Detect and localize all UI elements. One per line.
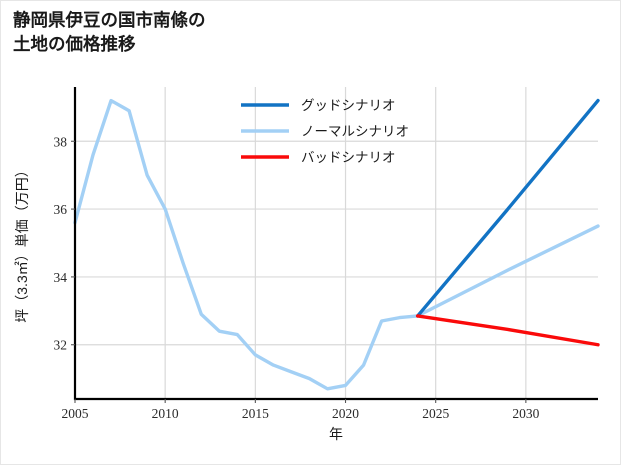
y-tick-label: 32 (54, 338, 68, 353)
series-group (73, 98, 600, 391)
x-tick-label: 2030 (512, 406, 539, 421)
x-tick-label: 2005 (62, 406, 89, 421)
page-title: 静岡県伊豆の国市南條の 土地の価格推移 (13, 10, 206, 54)
legend-label-good: グッドシナリオ (301, 98, 396, 113)
y-axis-ticks: 32 34 36 38 (54, 134, 75, 353)
gridlines (74, 87, 598, 399)
series-line-normal (73, 98, 600, 391)
series-line-good (415, 98, 600, 318)
x-axis-title: 年 (329, 426, 343, 442)
x-tick-label: 2010 (152, 406, 179, 421)
y-tick-label: 34 (54, 270, 68, 285)
x-tick-label: 2015 (242, 406, 269, 421)
y-axis-title: 坪（3.3㎡）単価（万円） (14, 163, 30, 322)
y-tick-label: 38 (54, 134, 68, 149)
series-line-bad (415, 314, 600, 347)
x-axis-ticks: 2005 2010 2015 2020 2025 2030 (62, 399, 540, 421)
x-tick-label: 2025 (422, 406, 449, 421)
legend-label-bad: バッドシナリオ (301, 150, 396, 165)
x-tick-label: 2020 (332, 406, 359, 421)
legend-label-normal: ノーマルシナリオ (301, 124, 409, 139)
y-tick-label: 36 (54, 202, 68, 217)
